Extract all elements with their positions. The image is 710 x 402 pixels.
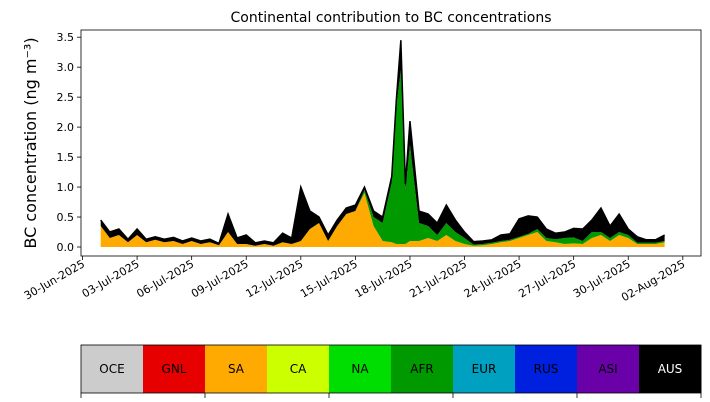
legend-frame	[80, 344, 702, 394]
y-tick-label: 0.0	[57, 241, 75, 254]
legend-label-eur: EUR	[472, 362, 497, 376]
legend-swatch-sa	[205, 345, 268, 393]
legend-label-ca: CA	[290, 362, 307, 376]
x-tick-label: 12-Jul-2025	[244, 257, 306, 300]
y-tick-label: 2.5	[57, 91, 75, 104]
legend-swatch-ca	[267, 345, 330, 393]
legend-label-aus: AUS	[658, 362, 683, 376]
legend-swatch-oce	[81, 345, 144, 393]
plot-frame	[80, 29, 702, 257]
legend-swatch-na	[329, 345, 392, 393]
legend-swatch-eur	[453, 345, 516, 393]
y-tick-label: 0.5	[57, 211, 75, 224]
x-tick-label: 15-Jul-2025	[298, 257, 360, 300]
legend-swatch-aus	[639, 345, 702, 393]
y-axis-label: BC concentration (ng m⁻³)	[21, 37, 40, 248]
plot-area	[100, 40, 665, 248]
y-tick-label: 1.5	[57, 151, 75, 164]
legend-label-rus: RUS	[534, 362, 559, 376]
y-tick-label: 3.0	[57, 61, 75, 74]
x-tick-label: 09-Jul-2025	[189, 257, 251, 300]
axes: 0.0 0.5 1.0 1.5 2.0 2.5 3.0 3.5 30-Jun-202503-Ju…	[22, 29, 702, 304]
legend-swatch-afr	[391, 345, 454, 393]
legend-label-asi: ASI	[598, 362, 617, 376]
legend: OCE GNL SA CA NA AFR EUR RUS ASI AUS	[80, 344, 702, 398]
x-tick-label: 21-Jul-2025	[407, 257, 469, 300]
y-tick-label: 1.0	[57, 181, 75, 194]
legend-swatch-gnl	[143, 345, 206, 393]
legend-label-gnl: GNL	[162, 362, 187, 376]
x-tick-label: 30-Jun-2025	[22, 257, 87, 302]
x-tick-label: 27-Jul-2025	[516, 257, 578, 300]
legend-label-sa: SA	[228, 362, 245, 376]
y-tick-label: 3.5	[57, 31, 75, 44]
legend-label-afr: AFR	[410, 362, 433, 376]
legend-label-na: NA	[351, 362, 369, 376]
x-tick-label: 24-Jul-2025	[462, 257, 524, 300]
total-line	[100, 40, 665, 245]
area-sa	[100, 193, 665, 248]
legend-swatch-rus	[515, 345, 578, 393]
legend-label-oce: OCE	[99, 362, 124, 376]
area-aus	[100, 40, 665, 246]
x-tick-label: 18-Jul-2025	[353, 257, 415, 300]
x-tick-label: 06-Jul-2025	[134, 257, 196, 300]
x-tick-label: 03-Jul-2025	[80, 257, 142, 300]
y-tick-label: 2.0	[57, 121, 75, 134]
legend-swatch-asi	[577, 345, 640, 393]
chart-title: Continental contribution to BC concentra…	[230, 10, 551, 26]
